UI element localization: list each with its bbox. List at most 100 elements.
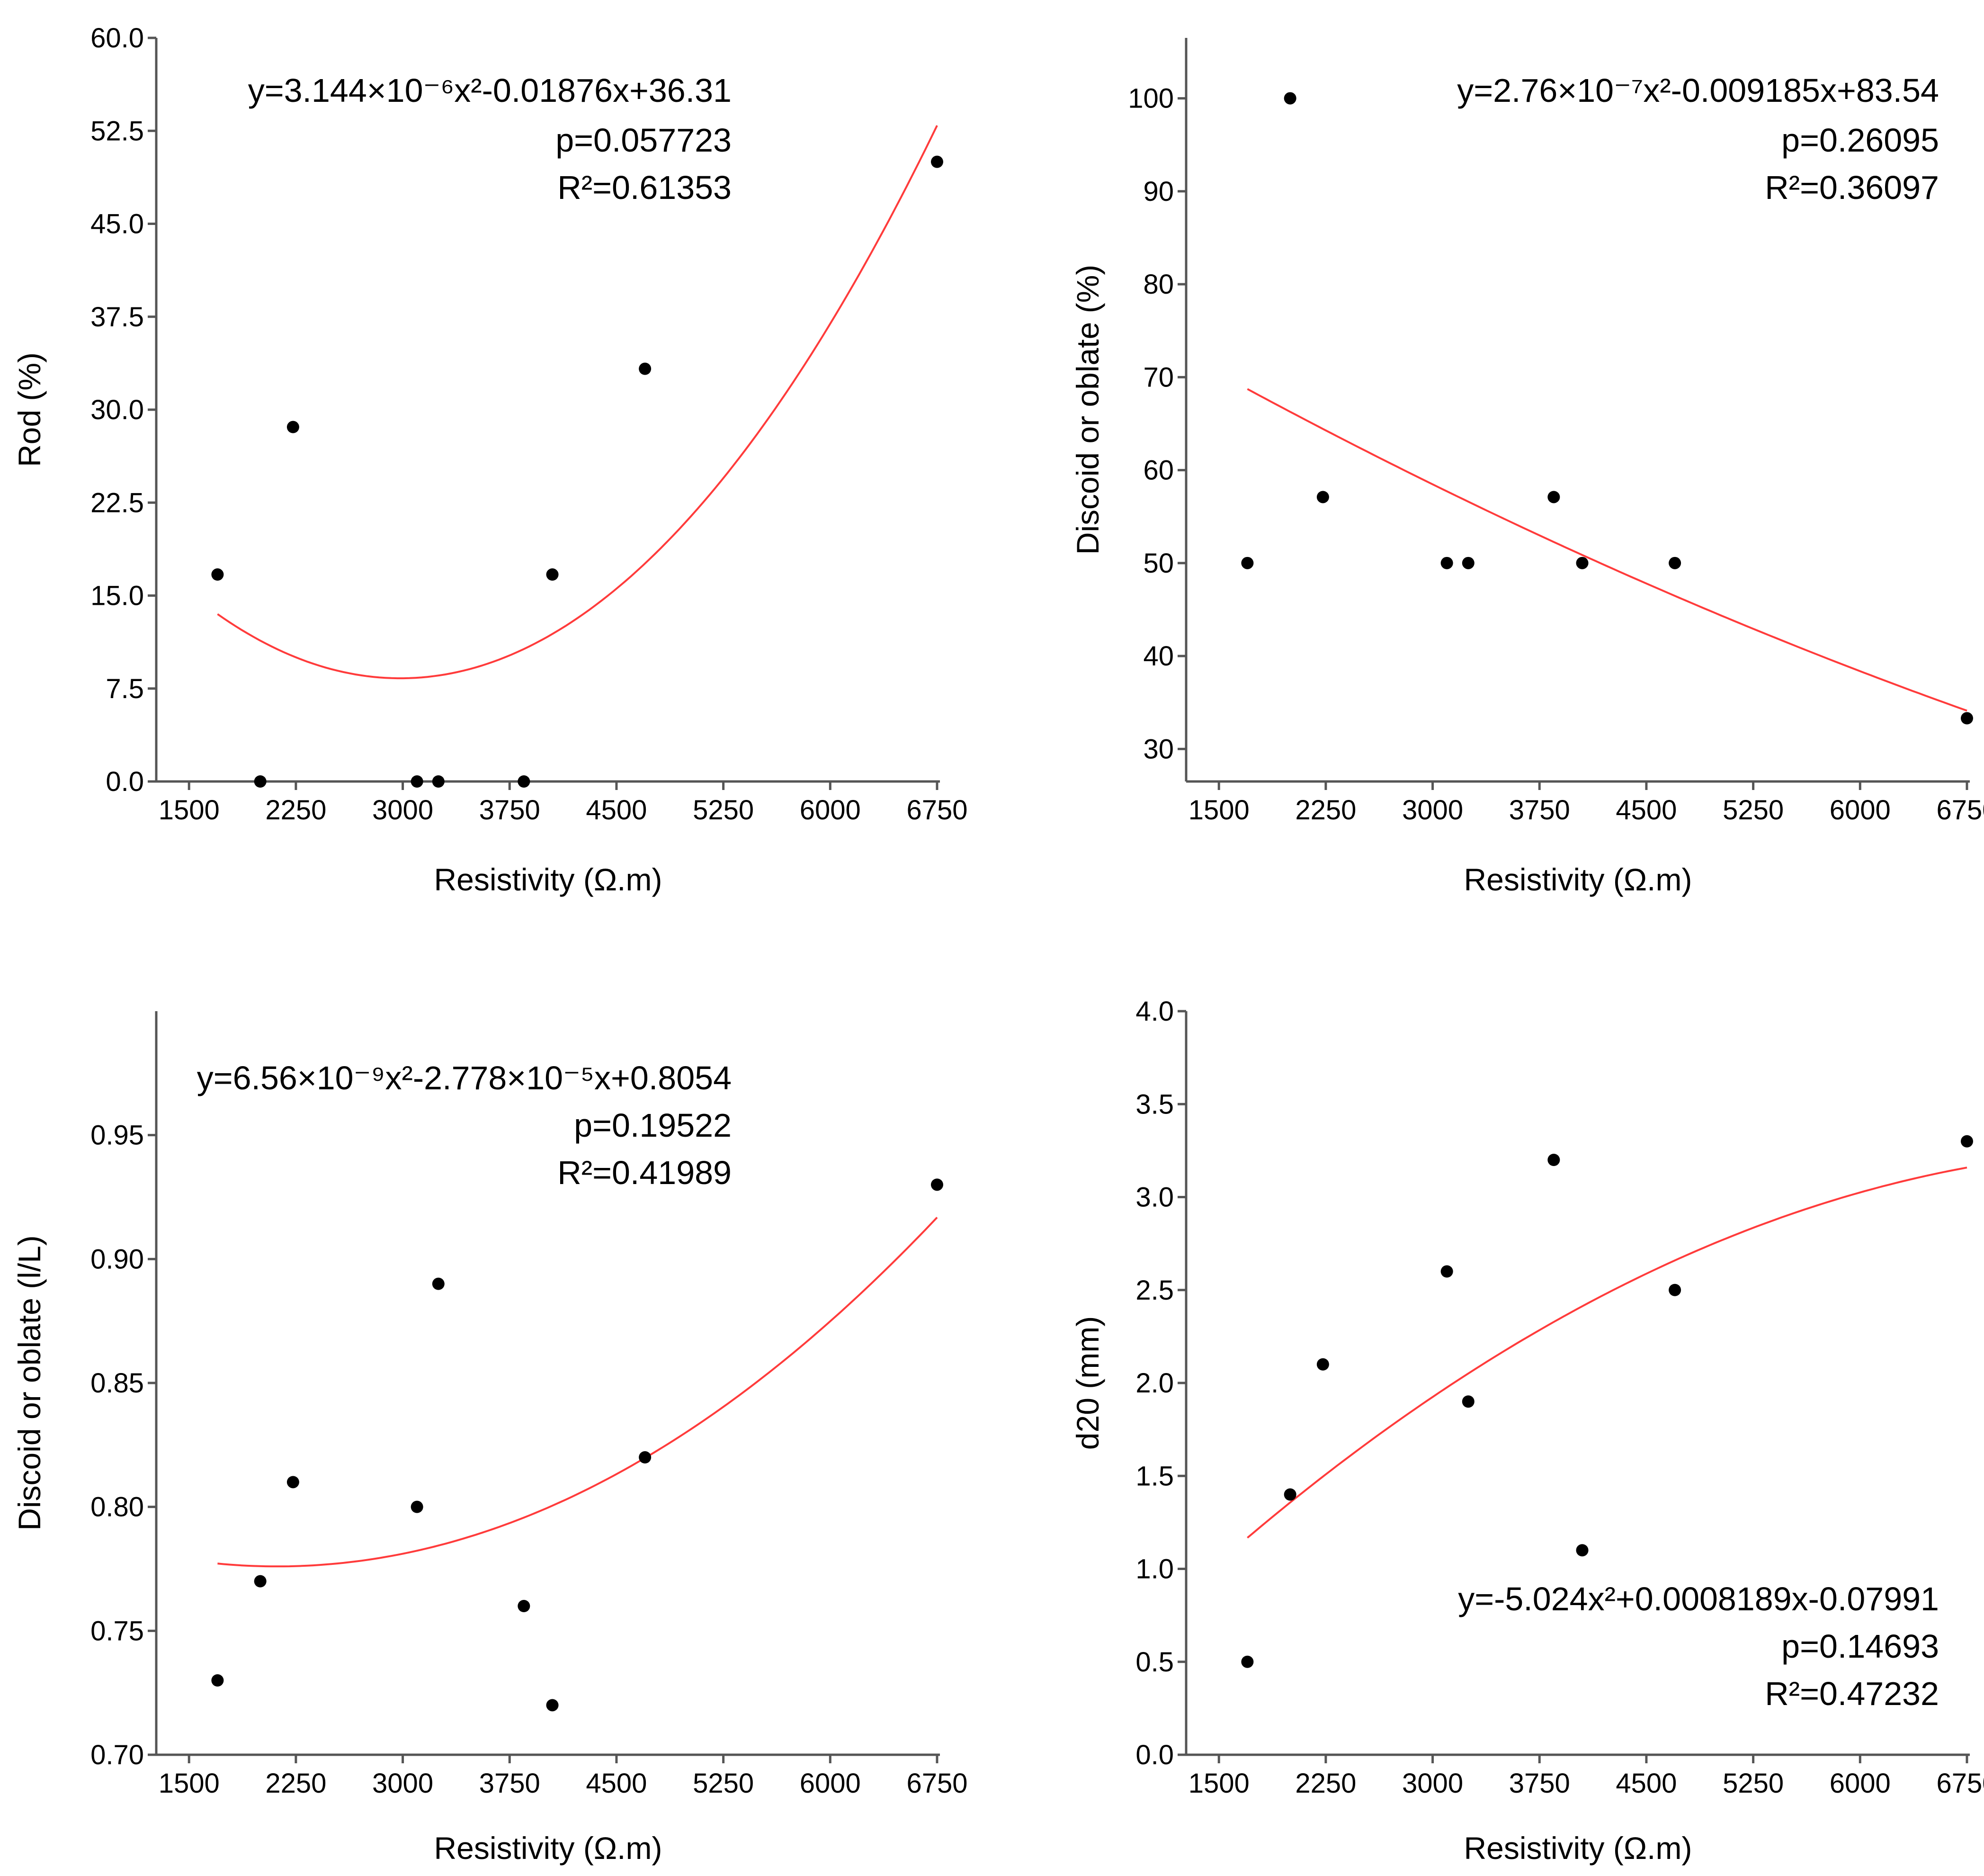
data-point xyxy=(639,362,652,375)
data-point xyxy=(930,155,943,168)
y-tick-label: 90 xyxy=(1143,176,1174,207)
data-point xyxy=(286,421,299,433)
data-point xyxy=(518,775,530,788)
x-tick-label: 2250 xyxy=(265,1768,326,1799)
data-point xyxy=(286,1476,299,1489)
y-tick-label: 30 xyxy=(1143,734,1174,764)
y-tick-label: 60 xyxy=(1143,455,1174,486)
x-tick-label: 4500 xyxy=(586,795,647,826)
x-tick-label: 6750 xyxy=(906,795,967,826)
x-tick-label: 3000 xyxy=(372,1768,433,1799)
y-tick-label: 52.5 xyxy=(90,116,144,146)
y-tick-label: 2.0 xyxy=(1135,1368,1174,1399)
chart-d20: 1500 2250 3000 3750 4500 5250 6000 6750 0.0 0.5 1.… xyxy=(1070,996,1984,1866)
y-tick-label: 2.5 xyxy=(1135,1275,1174,1306)
data-point xyxy=(930,1178,943,1191)
y-tick-label: 45.0 xyxy=(90,209,144,240)
fit-curve xyxy=(217,1217,938,1568)
x-axis-title: Resistivity (Ω.m) xyxy=(434,1831,662,1866)
y-tick-label: 3.0 xyxy=(1135,1182,1174,1213)
x-tick-label: 2250 xyxy=(1295,1768,1356,1799)
y-tick-label: 60.0 xyxy=(90,23,144,54)
annotation-r-squared: R²=0.36097 xyxy=(1765,169,1939,206)
y-tick-label: 0.85 xyxy=(90,1368,144,1399)
x-tick-label: 2250 xyxy=(1295,795,1356,826)
annotation-p-value: p=0.057723 xyxy=(555,122,732,159)
y-tick-label: 0.70 xyxy=(90,1740,144,1770)
x-axis-title: Resistivity (Ω.m) xyxy=(434,862,662,897)
y-tick-label: 3.5 xyxy=(1135,1089,1174,1120)
y-tick-label: 0.75 xyxy=(90,1616,144,1646)
x-tick-label: 3750 xyxy=(1509,1768,1570,1799)
annotation-r-squared: R²=0.61353 xyxy=(557,169,732,206)
annotation-p-value: p=0.14693 xyxy=(1781,1628,1939,1665)
data-point xyxy=(1547,491,1560,503)
x-tick-label: 3000 xyxy=(1402,795,1463,826)
chart-discoid-ratio: 1500 2250 3000 3750 4500 5250 6000 6750 0.70 0.75… xyxy=(12,1011,967,1866)
data-point xyxy=(1547,1154,1560,1166)
x-tick-label: 6750 xyxy=(906,1768,967,1799)
x-axis-title: Resistivity (Ω.m) xyxy=(1464,1831,1692,1866)
data-point xyxy=(1241,1655,1254,1668)
data-point xyxy=(432,1277,445,1290)
x-tick-label: 5250 xyxy=(1723,795,1784,826)
data-point xyxy=(1284,92,1296,105)
y-tick-label: 0.90 xyxy=(90,1244,144,1275)
fit-curve xyxy=(217,125,938,680)
data-point xyxy=(211,568,224,581)
y-tick-label: 0.0 xyxy=(106,766,144,797)
y-tick-label: 50 xyxy=(1143,548,1174,579)
x-tick-label: 3000 xyxy=(372,795,433,826)
y-tick-label: 0.80 xyxy=(90,1492,144,1523)
data-point xyxy=(411,1500,423,1513)
y-axis-title: Discoid or oblate (l/L) xyxy=(12,1235,47,1531)
y-tick-label: 4.0 xyxy=(1135,996,1174,1027)
chart-discoid-percent: 1500 2250 3000 3750 4500 5250 6000 6750 30 40 50 60… xyxy=(1070,38,1984,897)
y-tick-label: 0.95 xyxy=(90,1120,144,1151)
data-point xyxy=(1462,557,1475,569)
x-tick-label: 6000 xyxy=(1830,795,1891,826)
x-tick-label: 2250 xyxy=(265,795,326,826)
data-point xyxy=(1316,491,1329,503)
y-tick-label: 70 xyxy=(1143,362,1174,393)
y-axis-title: d20 (mm) xyxy=(1070,1316,1105,1450)
data-point xyxy=(1241,557,1254,569)
data-point xyxy=(432,775,445,788)
x-tick-label: 6750 xyxy=(1936,795,1984,826)
data-point xyxy=(1462,1395,1475,1408)
data-point xyxy=(1284,1488,1296,1501)
data-point xyxy=(1669,1284,1681,1296)
annotation-p-value: p=0.26095 xyxy=(1781,122,1939,159)
x-tick-label: 1500 xyxy=(159,795,220,826)
y-tick-label: 0.5 xyxy=(1135,1647,1174,1678)
data-point xyxy=(411,775,423,788)
y-tick-label: 40 xyxy=(1143,641,1174,672)
data-point xyxy=(546,1699,559,1712)
y-tick-label: 7.5 xyxy=(106,673,144,704)
data-point xyxy=(1960,712,1973,725)
y-tick-label: 15.0 xyxy=(90,581,144,611)
y-tick-label: 1.5 xyxy=(1135,1461,1174,1491)
y-tick-label: 80 xyxy=(1143,269,1174,300)
x-tick-label: 3000 xyxy=(1402,1768,1463,1799)
y-tick-label: 1.0 xyxy=(1135,1554,1174,1585)
x-tick-label: 6000 xyxy=(1830,1768,1891,1799)
annotation-equation: y=2.76×10⁻⁷x²-0.009185x+83.54 xyxy=(1457,72,1939,109)
y-tick-label: 100 xyxy=(1128,83,1174,114)
y-tick-label: 30.0 xyxy=(90,395,144,425)
chart-rod-percent: 1500 2250 3000 3750 4500 5250 6000 6750 0.0 7.5 15… xyxy=(12,23,967,897)
x-tick-label: 5250 xyxy=(693,795,754,826)
x-tick-label: 5250 xyxy=(1723,1768,1784,1799)
data-point xyxy=(1316,1358,1329,1371)
x-tick-label: 3750 xyxy=(1509,795,1570,826)
fit-curve xyxy=(1247,1167,1967,1539)
data-point xyxy=(1440,557,1453,569)
annotation-equation: y=6.56×10⁻⁹x²-2.778×10⁻⁵x+0.8054 xyxy=(197,1059,732,1096)
annotation-r-squared: R²=0.47232 xyxy=(1765,1675,1939,1712)
y-tick-label: 37.5 xyxy=(90,302,144,332)
data-point xyxy=(211,1674,224,1687)
data-point xyxy=(1440,1265,1453,1278)
annotation-equation: y=-5.024x²+0.0008189x-0.07991 xyxy=(1458,1580,1939,1617)
x-tick-label: 1500 xyxy=(159,1768,220,1799)
x-tick-label: 5250 xyxy=(693,1768,754,1799)
